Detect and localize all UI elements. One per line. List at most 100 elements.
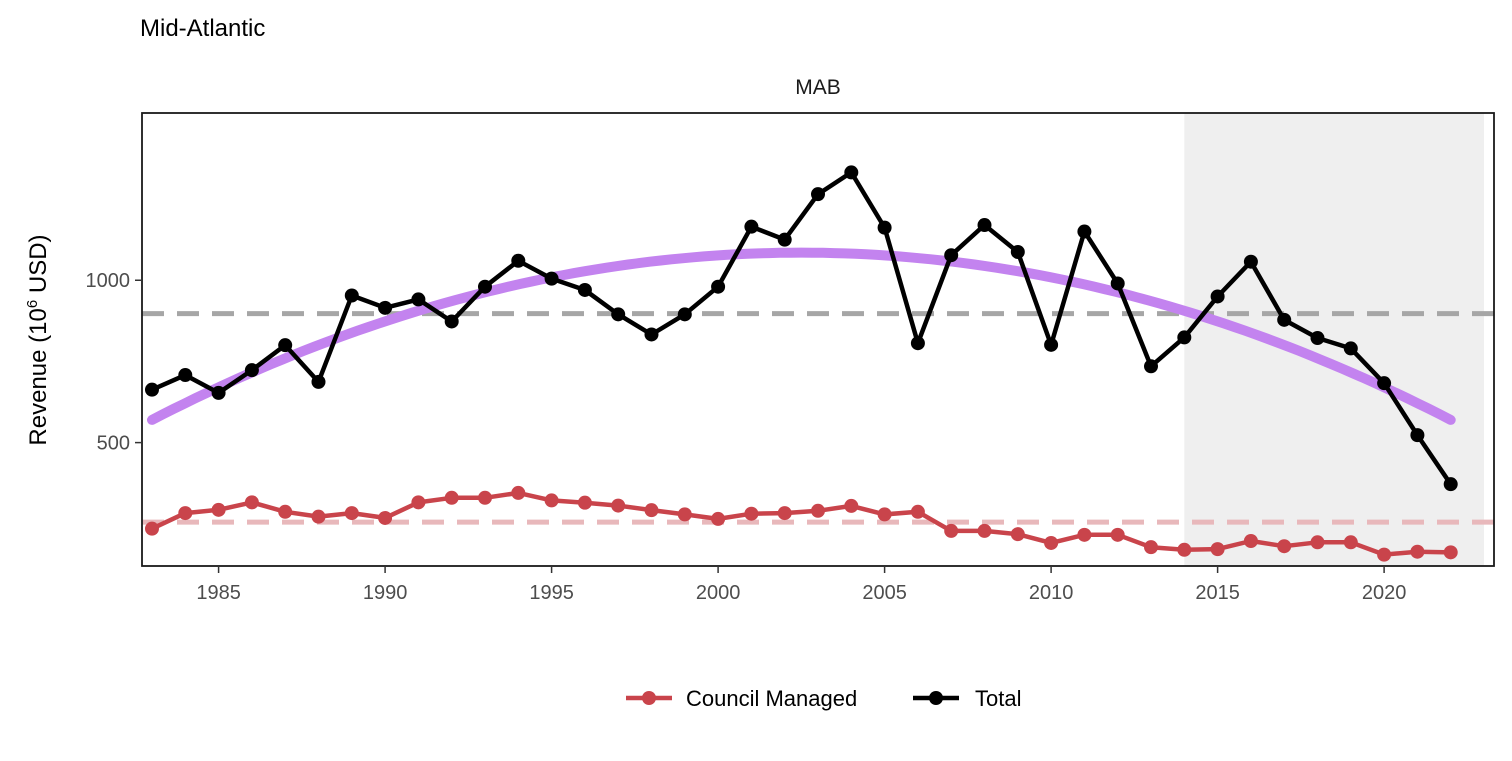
data-point [411, 292, 426, 307]
data-point [344, 288, 359, 303]
x-tick-label: 2015 [1195, 582, 1240, 604]
facet-label: MAB [795, 76, 841, 99]
data-point [1443, 477, 1458, 492]
data-point [511, 253, 526, 268]
shaded-region [1184, 113, 1485, 566]
data-point [1177, 542, 1192, 557]
data-point [1410, 428, 1425, 443]
data-point [1010, 527, 1025, 542]
data-point [144, 382, 159, 397]
data-point [1343, 341, 1358, 356]
x-tick-label: 2005 [862, 582, 907, 604]
data-point [910, 504, 925, 519]
data-point [611, 307, 626, 322]
data-point [1044, 535, 1059, 550]
x-tick-label: 2020 [1362, 582, 1407, 604]
data-point [877, 220, 892, 235]
data-point [477, 279, 492, 294]
data-point [677, 507, 692, 522]
plot-layer: 1985 1990 1995 2000 2005 2010 2015 2020 500 1000 [86, 112, 1495, 604]
data-point [378, 510, 393, 525]
data-point [1310, 535, 1325, 550]
data-point [344, 506, 359, 521]
data-point [711, 279, 726, 294]
data-point [944, 248, 959, 263]
legend-label-1: Total [975, 686, 1021, 711]
data-point [1077, 224, 1092, 239]
data-point [811, 187, 825, 202]
data-point [1310, 331, 1325, 346]
data-point [1343, 535, 1358, 550]
data-point [1277, 312, 1292, 327]
data-point [1210, 289, 1225, 304]
data-point [1177, 330, 1192, 345]
data-point [1377, 547, 1392, 562]
data-point [1144, 359, 1159, 374]
data-point [777, 232, 792, 247]
data-point [844, 498, 859, 513]
data-point [544, 271, 559, 286]
x-tick-label: 1990 [363, 582, 408, 604]
data-point [444, 314, 459, 329]
data-point [910, 336, 925, 351]
data-point [611, 498, 626, 513]
data-point [1443, 545, 1458, 560]
data-point [178, 506, 193, 521]
data-point [744, 506, 759, 521]
data-point [844, 165, 859, 180]
data-point [577, 495, 592, 510]
legend-marker-1 [929, 691, 943, 705]
data-point [1277, 539, 1292, 554]
data-point [211, 502, 226, 517]
data-point [178, 368, 193, 383]
data-point [378, 300, 393, 315]
data-point [1010, 244, 1025, 259]
data-point [244, 495, 259, 510]
page-title: Mid-Atlantic [140, 15, 265, 42]
data-point [1110, 527, 1125, 542]
data-point [644, 503, 659, 518]
data-point [1110, 276, 1125, 291]
series-line-1 [151, 170, 1453, 486]
data-point [278, 504, 293, 519]
data-point [1044, 337, 1059, 352]
data-point [1410, 544, 1425, 559]
data-point [777, 506, 792, 521]
data-point [1243, 533, 1258, 548]
data-point [511, 485, 526, 500]
x-tick-label: 1985 [196, 582, 241, 604]
legend-marker-0 [642, 691, 656, 705]
legend: Council Managed Total [626, 686, 1021, 711]
trend-curve [147, 247, 1456, 425]
y-tick-label: 500 [97, 433, 130, 455]
series-line-0 [151, 490, 1451, 557]
data-point [244, 363, 259, 378]
data-point [1144, 540, 1159, 555]
data-point [977, 523, 992, 538]
x-tick-label: 2010 [1029, 582, 1074, 604]
data-point [744, 219, 759, 234]
data-point [977, 218, 992, 233]
x-tick-label: 2000 [696, 582, 741, 604]
data-point [1243, 254, 1258, 269]
legend-label-0: Council Managed [686, 686, 857, 711]
data-point [211, 385, 226, 400]
panel-border [141, 112, 1495, 567]
data-point [711, 511, 726, 526]
data-point [1077, 527, 1092, 542]
data-point [677, 307, 692, 322]
data-point [444, 490, 459, 505]
y-axis-title: Revenue (106 USD) [24, 234, 52, 445]
data-point [144, 521, 159, 536]
data-point [644, 327, 659, 342]
data-point [411, 495, 426, 510]
data-point [811, 503, 825, 518]
data-point [278, 338, 293, 353]
data-point [311, 509, 326, 524]
data-point [877, 507, 892, 522]
x-tick-label: 1995 [529, 582, 574, 604]
data-point [544, 493, 559, 508]
data-point [311, 374, 326, 389]
